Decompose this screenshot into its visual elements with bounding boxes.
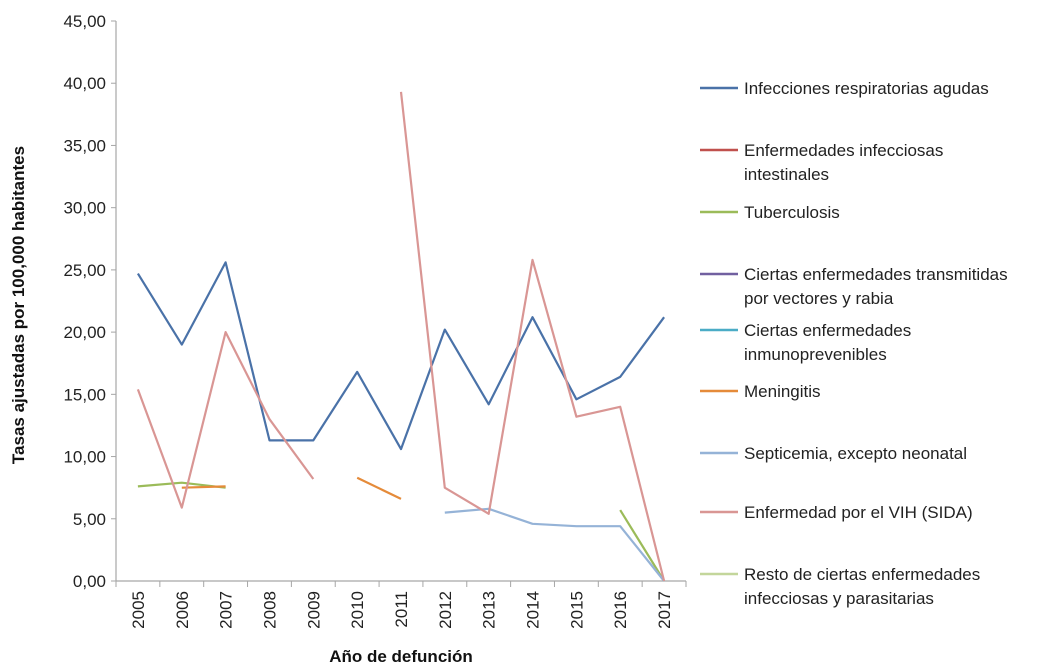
legend: Infecciones respiratorias agudas Enfermed…	[700, 79, 1008, 608]
x-tick-label: 2007	[217, 591, 236, 629]
y-tick-label: 45,00	[63, 12, 106, 31]
x-axis-title: Año de defunción	[329, 647, 473, 666]
y-axis: 0,00 5,00 10,00 15,00 20,00 25,00 30,00 35,00 40…	[63, 12, 117, 591]
y-tick-label: 5,00	[73, 510, 106, 529]
series-line	[619, 509, 666, 582]
series-layer	[136, 91, 666, 582]
series-6	[444, 507, 665, 582]
series-line	[444, 507, 665, 582]
legend-label: Enfermedades infecciosas	[744, 141, 943, 160]
legend-label: por vectores y rabia	[744, 289, 894, 308]
legend-item: Enfermedades infecciosas intestinales	[700, 141, 943, 184]
x-tick-label: 2015	[567, 591, 586, 629]
series-0	[136, 261, 665, 451]
x-tick-label: 2006	[173, 591, 192, 629]
legend-label: Infecciones respiratorias agudas	[744, 79, 989, 98]
x-tick-label: 2016	[611, 591, 630, 629]
y-axis-title: Tasas ajustadas por 100,000 habitantes	[9, 146, 28, 464]
series-line	[356, 476, 402, 500]
series-2	[137, 481, 666, 582]
legend-label: inmunoprevenibles	[744, 345, 887, 364]
series-7	[136, 91, 666, 582]
legend-item: Ciertas enfermedades transmitidas por vec…	[700, 265, 1008, 308]
legend-label: Enfermedad por el VIH (SIDA)	[744, 503, 973, 522]
x-tick-label: 2012	[436, 591, 455, 629]
x-tick-label: 2008	[260, 591, 279, 629]
series-line	[136, 261, 665, 451]
legend-item: Ciertas enfermedades inmunoprevenibles	[700, 321, 911, 364]
x-tick-label: 2017	[655, 591, 674, 629]
x-tick-label: 2014	[524, 591, 543, 629]
legend-item: Resto de ciertas enfermedades infecciosas…	[700, 565, 980, 608]
y-tick-label: 35,00	[63, 136, 106, 155]
x-tick-label: 2013	[480, 591, 499, 629]
legend-label: Ciertas enfermedades transmitidas	[744, 265, 1008, 284]
x-tick-label: 2009	[304, 591, 323, 629]
x-axis: 2005 2006 2007 2008 2009 2010 2011 2012 2013 2014…	[115, 580, 687, 629]
legend-label: Tuberculosis	[744, 203, 840, 222]
legend-label: Ciertas enfermedades	[744, 321, 911, 340]
x-tick-label: 2011	[392, 591, 411, 628]
legend-label: infecciosas y parasitarias	[744, 589, 934, 608]
x-tick-label: 2010	[348, 591, 367, 629]
x-tick-label: 2005	[129, 591, 148, 629]
y-tick-label: 20,00	[63, 323, 106, 342]
series-line	[136, 331, 315, 509]
legend-item: Septicemia, excepto neonatal	[700, 444, 967, 463]
legend-item: Tuberculosis	[700, 203, 840, 222]
series-line	[181, 485, 226, 489]
y-tick-label: 30,00	[63, 199, 106, 218]
y-tick-label: 15,00	[63, 385, 106, 404]
series-5	[181, 476, 402, 500]
legend-item: Enfermedad por el VIH (SIDA)	[700, 503, 973, 522]
legend-label: Meningitis	[744, 382, 821, 401]
series-line	[399, 91, 666, 582]
legend-label: Septicemia, excepto neonatal	[744, 444, 967, 463]
legend-item: Infecciones respiratorias agudas	[700, 79, 989, 98]
legend-label: intestinales	[744, 165, 829, 184]
legend-item: Meningitis	[700, 382, 821, 401]
y-tick-label: 25,00	[63, 261, 106, 280]
y-tick-label: 10,00	[63, 448, 106, 467]
legend-label: Resto de ciertas enfermedades	[744, 565, 980, 584]
y-tick-label: 0,00	[73, 572, 106, 591]
y-tick-label: 40,00	[63, 74, 106, 93]
